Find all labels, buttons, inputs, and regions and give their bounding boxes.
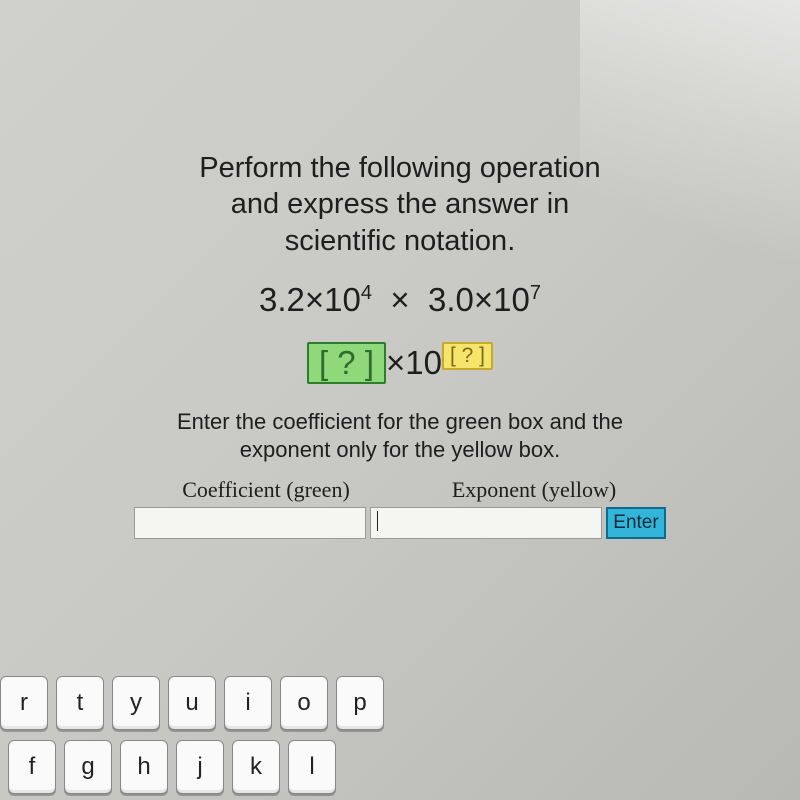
- hint-text: Enter the coefficient for the green box …: [90, 408, 710, 465]
- instruction-line2: and express the answer in: [231, 188, 570, 220]
- keyboard-row-2: fghjkl: [8, 740, 384, 794]
- answer-base: 10: [405, 344, 442, 381]
- exponent-label: Exponent (yellow): [418, 477, 650, 503]
- keyboard-row-1: rtyuiop: [0, 676, 384, 730]
- instruction-line3: scientific notation.: [285, 225, 516, 257]
- key-p[interactable]: p: [336, 676, 384, 730]
- answer-times: ×: [386, 344, 405, 381]
- key-k[interactable]: k: [232, 740, 280, 794]
- exp1: 4: [361, 282, 372, 304]
- key-i[interactable]: i: [224, 676, 272, 730]
- base1: 10: [324, 281, 361, 318]
- exponent-input[interactable]: [370, 507, 602, 539]
- key-l[interactable]: l: [288, 740, 336, 794]
- key-u[interactable]: u: [168, 676, 216, 730]
- key-f[interactable]: f: [8, 740, 56, 794]
- key-h[interactable]: h: [120, 740, 168, 794]
- coefficient-input[interactable]: [134, 507, 366, 539]
- coefficient-label: Coefficient (green): [150, 477, 382, 503]
- instruction-text: Perform the following operation and expr…: [90, 150, 710, 259]
- answer-template: [ ? ]×10[ ? ]: [90, 337, 710, 384]
- key-o[interactable]: o: [280, 676, 328, 730]
- key-g[interactable]: g: [64, 740, 112, 794]
- base2: 10: [493, 281, 530, 318]
- key-r[interactable]: r: [0, 676, 48, 730]
- enter-button-label: Enter: [613, 512, 658, 534]
- key-y[interactable]: y: [112, 676, 160, 730]
- times-mid: ×: [390, 281, 409, 318]
- input-row: Enter: [90, 507, 710, 539]
- hint-line1: Enter the coefficient for the green box …: [177, 409, 623, 434]
- key-j[interactable]: j: [176, 740, 224, 794]
- exp2: 7: [530, 282, 541, 304]
- exponent-box: [ ? ]: [442, 342, 493, 370]
- coef2: 3.0: [428, 281, 474, 318]
- hint-line2: exponent only for the yellow box.: [240, 437, 560, 462]
- coefficient-box: [ ? ]: [307, 342, 386, 384]
- input-labels: Coefficient (green) Exponent (yellow): [90, 477, 710, 503]
- problem-panel: Perform the following operation and expr…: [90, 150, 710, 539]
- on-screen-keyboard: rtyuiop fghjkl: [0, 676, 384, 800]
- coef1: 3.2: [259, 281, 305, 318]
- math-expression: 3.2×104 × 3.0×107: [90, 281, 710, 319]
- instruction-line1: Perform the following operation: [199, 152, 600, 184]
- enter-button[interactable]: Enter: [606, 507, 666, 539]
- times2: ×: [474, 281, 493, 318]
- times1: ×: [305, 281, 324, 318]
- key-t[interactable]: t: [56, 676, 104, 730]
